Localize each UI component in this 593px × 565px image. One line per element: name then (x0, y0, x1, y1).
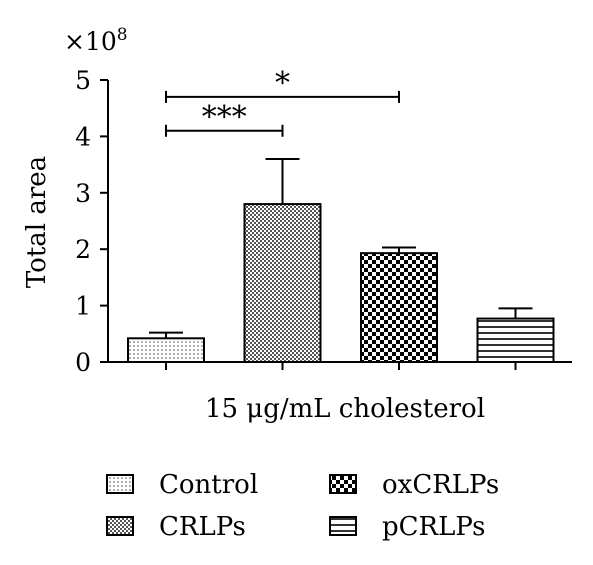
legend-swatch (329, 474, 357, 494)
significance-brackets: **** (165, 66, 400, 137)
legend-label: oxCRLPs (382, 470, 499, 500)
x-ticks (165, 362, 517, 370)
legend-label: CRLPs (159, 512, 246, 542)
legend-swatch (106, 516, 134, 536)
y-tick-label: 4 (75, 122, 91, 151)
y-multiplier: ×108 (64, 25, 128, 56)
bar-crlps (243, 203, 322, 363)
x-axis-label: 15 μg/mL cholesterol (205, 394, 485, 424)
y-tick-label: 2 (75, 235, 91, 264)
error-bars (149, 157, 533, 339)
legend-label: Control (159, 470, 258, 500)
significance-label: *** (202, 100, 247, 135)
legend-swatch (106, 474, 134, 494)
bars (127, 203, 555, 364)
bar-control (127, 337, 205, 364)
legend-label: pCRLPs (382, 512, 486, 542)
y-tick-label: 5 (75, 66, 91, 95)
y-tick-label: 1 (75, 292, 91, 321)
y-ticks: 0 1 2 3 4 5 (75, 66, 108, 377)
bar-pcrlps (476, 317, 555, 363)
y-tick-label: 0 (75, 348, 91, 377)
legend: Control CRLPs oxCRLPs pCRLPs (106, 470, 499, 542)
significance-label: * (275, 66, 290, 101)
bar-oxcrlps (360, 252, 438, 363)
y-axis-label: Total area (22, 156, 52, 288)
y-tick-label: 3 (75, 179, 91, 208)
legend-swatch (329, 516, 357, 536)
